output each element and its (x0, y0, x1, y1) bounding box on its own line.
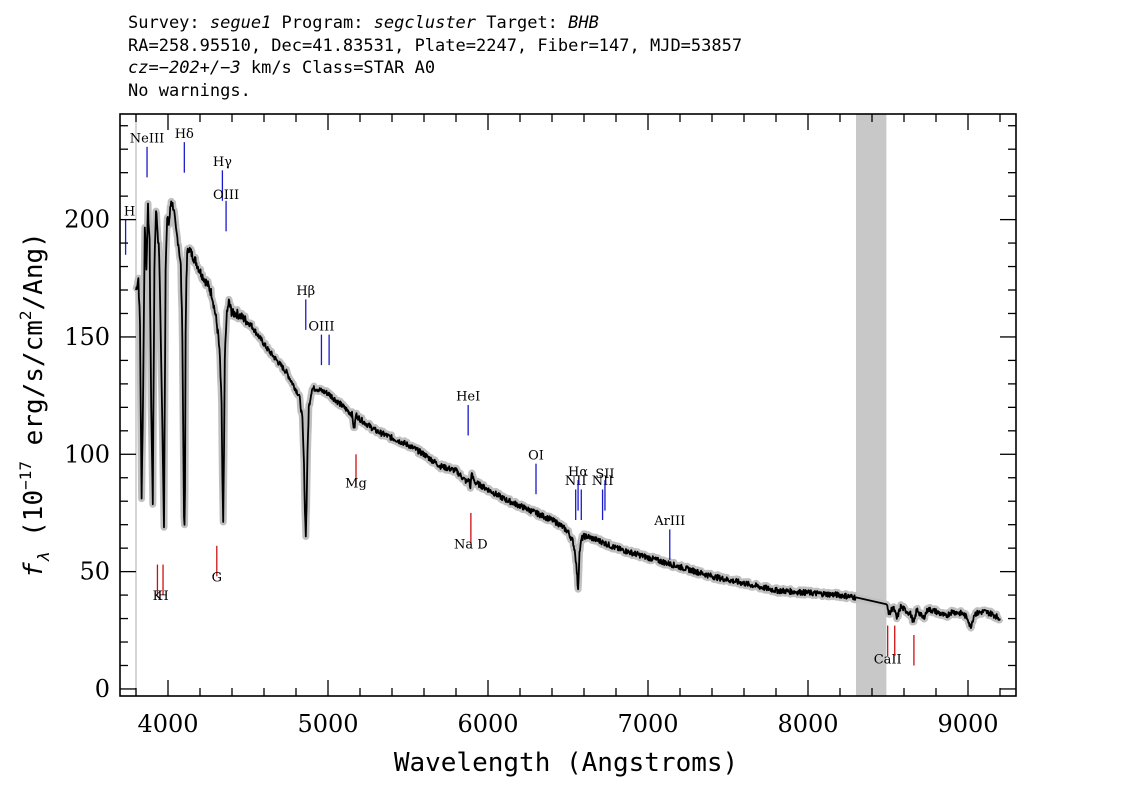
masked-region-layer (135, 114, 887, 696)
spectrum-layer (135, 200, 1001, 629)
cz-label: cz= (128, 58, 159, 78)
spectrum-header: Survey: segue1 Program: segcluster Targe… (128, 12, 742, 102)
y-tick-label: 150 (64, 323, 110, 351)
survey-label: Survey: (128, 13, 210, 33)
absorption-line-label: H (157, 589, 168, 604)
emission-line-label: OI (528, 448, 544, 463)
x-tick-label: 4000 (137, 710, 198, 738)
spectrum-line (135, 200, 1001, 629)
x-tick-label: 5000 (297, 710, 358, 738)
axis-ticks-layer: 4000 5000 6000 7000 8000 9000 0 50 100 150 200 (64, 114, 1016, 738)
cz-value: −202+/−3 (158, 58, 241, 78)
survey-value: segue1 (209, 13, 272, 33)
absorption-line-label: K (153, 589, 163, 604)
target-value: BHB (568, 13, 599, 33)
emission-line-label: NeIII (130, 132, 164, 147)
emission-line-label: H (124, 204, 135, 219)
emission-line-label: NII (592, 474, 614, 489)
emission-line-label: Hα (568, 465, 588, 480)
y-tick-label: 200 (64, 206, 110, 234)
class-info: km/s Class=STAR A0 (240, 58, 436, 78)
emission-line-label: Hγ (213, 155, 232, 170)
emission-line-label: OIII (308, 319, 334, 334)
emission-line-label: NII (565, 474, 587, 489)
absorption-line-label: CaII (874, 652, 902, 667)
header-line-1: Survey: segue1 Program: segcluster Targe… (128, 12, 742, 35)
y-tick-label: 50 (79, 558, 110, 586)
plot-frame-layer (119, 113, 1017, 697)
x-tick-label: 8000 (777, 710, 838, 738)
target-label: Target: (476, 13, 569, 33)
emission-line-label: ArIII (653, 514, 685, 529)
plot-frame (119, 113, 1017, 697)
absorption-line-label: Mg (345, 476, 367, 491)
masked-region (856, 114, 887, 696)
y-tick-label: 100 (64, 440, 110, 468)
program-value: segcluster (373, 13, 477, 33)
emission-line-label: OIII (213, 188, 239, 203)
x-axis-title: Wavelength (Angstroms) (394, 748, 738, 778)
header-line-3: cz=−202+/−3 km/s Class=STAR A0 (128, 57, 742, 80)
x-tick-label: 7000 (617, 710, 678, 738)
emission-line-label: SII (595, 467, 614, 482)
x-tick-label: 6000 (457, 710, 518, 738)
emission-line-label: Hδ (175, 127, 194, 142)
emission-line-label: Hβ (296, 284, 315, 299)
header-line-4: No warnings. (128, 80, 251, 101)
absorption-line-label: G (212, 570, 222, 585)
y-axis-title: fλ (10−17 erg/s/cm2/Ang) (16, 232, 53, 578)
emission-line-label: HeI (456, 390, 480, 405)
header-line-2: RA=258.95510, Dec=41.83531, Plate=2247, … (128, 35, 743, 56)
program-label: Program: (271, 13, 374, 33)
y-tick-label: 0 (95, 675, 110, 703)
x-tick-label: 9000 (937, 710, 998, 738)
absorption-line-label: Na D (454, 538, 488, 553)
